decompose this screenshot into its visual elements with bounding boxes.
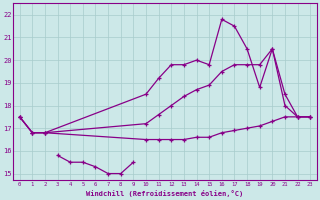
X-axis label: Windchill (Refroidissement éolien,°C): Windchill (Refroidissement éolien,°C) — [86, 190, 244, 197]
